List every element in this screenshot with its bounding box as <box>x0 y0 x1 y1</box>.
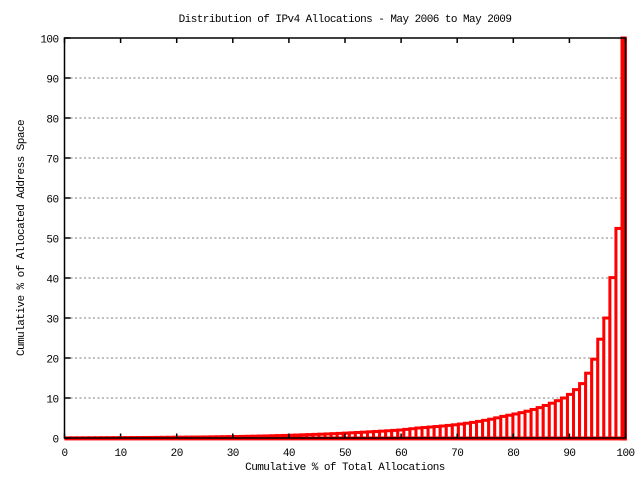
svg-text:40: 40 <box>283 448 295 460</box>
svg-text:20: 20 <box>46 355 58 367</box>
svg-text:Cumulative % of Allocated Addr: Cumulative % of Allocated Address Space <box>16 120 28 356</box>
svg-text:90: 90 <box>46 75 58 87</box>
svg-text:80: 80 <box>46 115 58 127</box>
svg-text:60: 60 <box>46 195 58 207</box>
svg-text:40: 40 <box>46 275 58 287</box>
svg-text:0: 0 <box>52 435 58 447</box>
svg-text:70: 70 <box>46 155 58 167</box>
svg-text:100: 100 <box>616 448 634 460</box>
svg-text:30: 30 <box>227 448 239 460</box>
svg-text:50: 50 <box>46 235 58 247</box>
svg-text:10: 10 <box>46 395 58 407</box>
svg-text:70: 70 <box>451 448 463 460</box>
svg-text:100: 100 <box>40 35 58 47</box>
svg-text:0: 0 <box>61 448 67 460</box>
svg-text:60: 60 <box>395 448 407 460</box>
svg-text:50: 50 <box>339 448 351 460</box>
svg-text:10: 10 <box>115 448 127 460</box>
svg-text:20: 20 <box>171 448 183 460</box>
svg-text:80: 80 <box>507 448 519 460</box>
svg-text:Cumulative % of Total Allocati: Cumulative % of Total Allocations <box>245 462 445 474</box>
svg-text:30: 30 <box>46 315 58 327</box>
svg-text:Distribution of IPv4 Allocatio: Distribution of IPv4 Allocations - May 2… <box>179 14 512 26</box>
svg-text:90: 90 <box>563 448 575 460</box>
